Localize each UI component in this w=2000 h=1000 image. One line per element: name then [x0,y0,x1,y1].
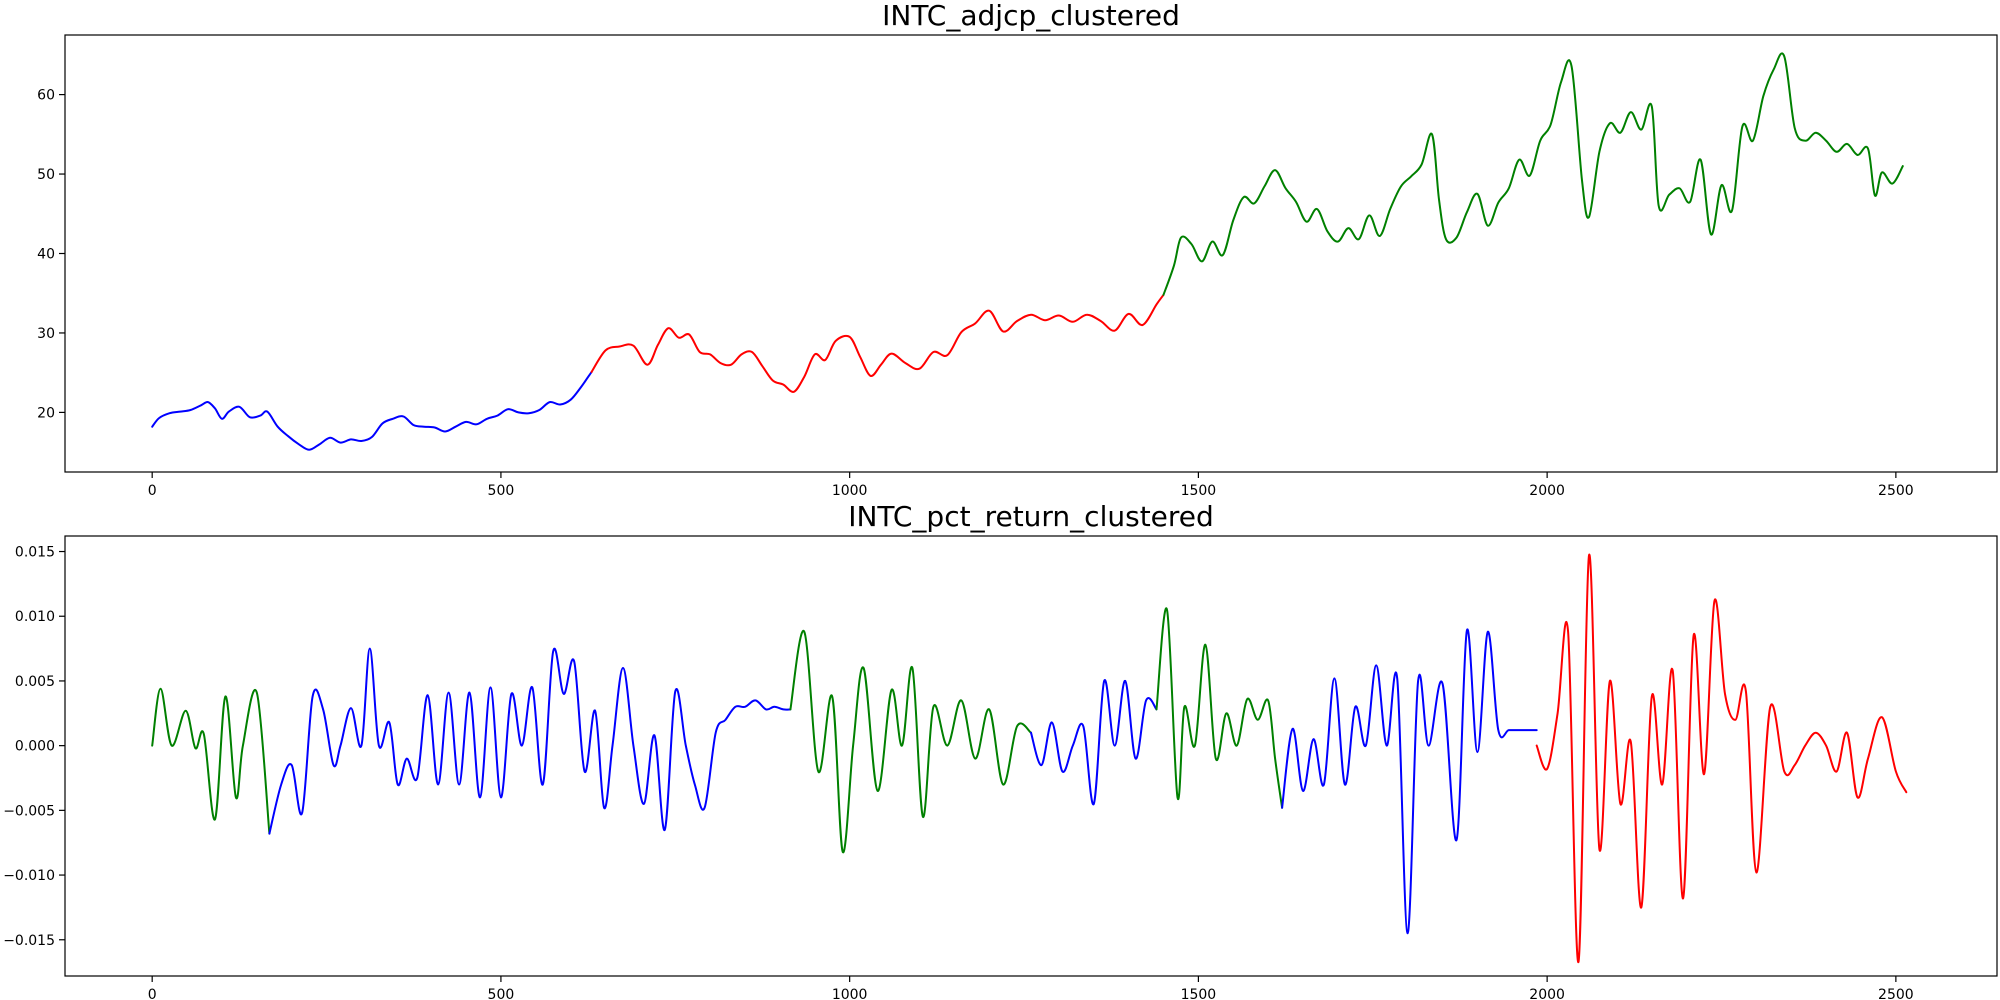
adjcp-x-tick-label: 0 [148,483,157,499]
pct-return-y-tick-label: 0.000 [15,739,55,755]
pct-return-series-line-3 [1030,679,1158,805]
adjcp-y-tick-label: 60 [37,88,55,104]
pct-return-x-tick-label: 1000 [832,987,868,1000]
pct-return-y-tick-label: −0.005 [3,803,55,819]
pct-return-y-tick-label: −0.015 [3,933,55,949]
pct-return-y-tick-label: 0.005 [15,674,55,690]
adjcp-series-line-1 [590,293,1165,393]
pct-return-y-tick-label: 0.015 [15,545,55,561]
pct-return-ticks: 0 500 1000 1500 2000 2500 −0.015 −0.010 −0.005 0.… [3,545,1913,1000]
adjcp-x-tick-label: 1500 [1181,483,1217,499]
pct-return-x-tick-label: 2500 [1878,987,1914,1000]
adjcp-x-tick-label: 1000 [832,483,868,499]
adjcp-axes-frame [64,34,1998,473]
adjcp-ticks: 0 500 1000 1500 2000 2500 20 30 40 50 60 [37,88,1914,499]
pct-return-series-line-0 [151,687,271,835]
pct-return-x-tick-label: 2000 [1529,987,1565,1000]
adjcp-y-tick-label: 50 [37,167,55,183]
pct-return-y-tick-label: −0.010 [3,868,55,884]
adjcp-chart-title: INTC_adjcp_clustered [882,0,1180,32]
pct-return-chart-title: INTC_pct_return_clustered [848,500,1214,533]
pct-return-x-tick-label: 1500 [1181,987,1217,1000]
pct-return-lines [151,553,1908,963]
adjcp-x-tick-label: 500 [488,483,515,499]
pct-return-series-line-1 [268,647,792,835]
pct-return-series-line-5 [1281,628,1538,935]
adjcp-series-line-2 [1162,52,1904,296]
adjcp-lines [151,52,1904,451]
adjcp-x-tick-label: 2000 [1529,483,1565,499]
adjcp-y-tick-label: 40 [37,247,55,263]
adjcp-y-tick-label: 20 [37,405,55,421]
pct-return-series-line-4 [1155,607,1284,809]
adjcp-x-tick-label: 2500 [1878,483,1914,499]
adjcp-y-tick-label: 30 [37,326,55,342]
pct-return-y-tick-label: 0.010 [15,609,55,625]
pct-return-x-tick-label: 500 [488,987,515,1000]
adjcp-chart: INTC_adjcp_clustered 0 500 1000 1500 2000 250… [37,0,1998,499]
pct-return-x-tick-label: 0 [148,987,157,1000]
adjcp-series-line-0 [151,370,593,451]
pct-return-series-line-6 [1535,553,1908,963]
pct-return-chart: INTC_pct_return_clustered 0 500 1000 1500 20… [3,500,1998,1000]
pct-return-series-line-2 [789,630,1032,854]
pct-return-axes-frame [64,535,1998,977]
